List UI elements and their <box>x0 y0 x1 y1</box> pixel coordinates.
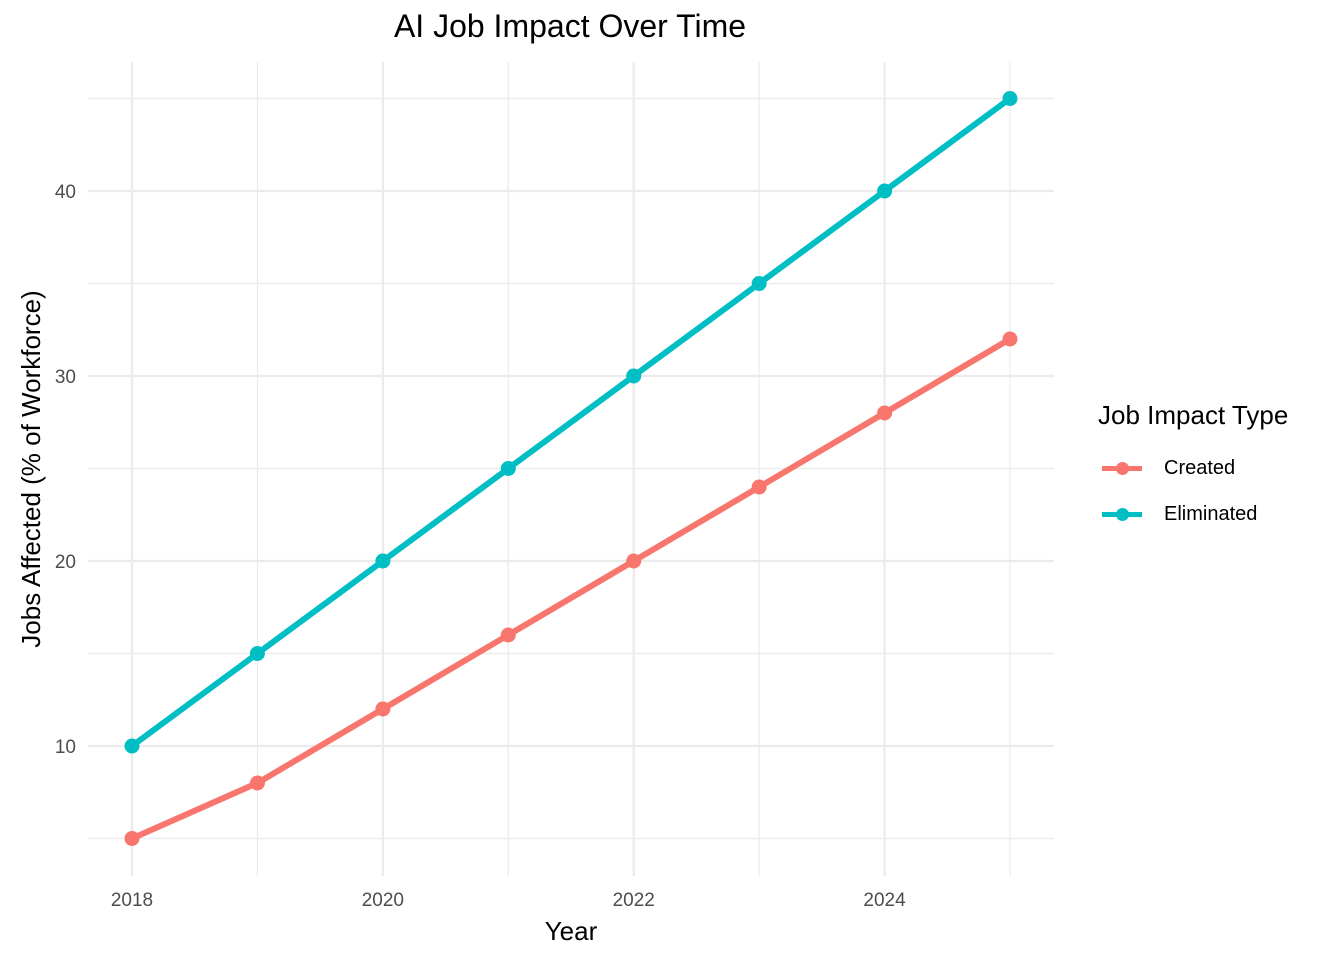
chart-title: AI Job Impact Over Time <box>393 8 747 44</box>
data-point <box>751 276 767 291</box>
y-tick-label: 40 <box>55 182 76 203</box>
data-point <box>375 553 391 569</box>
x-tick-label: 2022 <box>613 890 655 911</box>
data-point <box>124 738 140 754</box>
data-point <box>1002 331 1018 347</box>
legend: Job Impact Type Created Eliminated <box>1098 400 1288 537</box>
legend-label: Created <box>1164 456 1236 479</box>
data-point <box>626 368 642 384</box>
data-point <box>124 831 140 846</box>
legend-key-created-icon <box>1102 458 1142 478</box>
y-axis-title: Jobs Affected (% of Workforce) <box>16 290 46 647</box>
legend-item-created: Created <box>1098 445 1288 491</box>
data-point <box>375 701 391 717</box>
x-tick-label: 2018 <box>111 890 153 911</box>
series-created <box>124 331 1018 846</box>
data-point <box>751 479 767 495</box>
y-tick-label: 10 <box>55 737 76 758</box>
legend-title: Job Impact Type <box>1098 400 1289 430</box>
y-tick-label: 20 <box>55 552 76 573</box>
data-point <box>249 775 265 791</box>
data-point <box>500 627 516 643</box>
data-point <box>249 646 265 661</box>
legend-item-eliminated: Eliminated <box>1098 491 1288 537</box>
x-axis-title: Year <box>545 916 598 946</box>
data-point <box>500 461 516 476</box>
legend-label: Eliminated <box>1164 502 1258 525</box>
grid <box>88 62 1054 876</box>
series-eliminated <box>124 91 1018 754</box>
data-point <box>877 405 893 421</box>
data-point <box>1002 91 1018 106</box>
data-point <box>877 183 893 199</box>
x-tick-label: 2020 <box>362 890 404 911</box>
legend-key-eliminated-icon <box>1102 504 1142 524</box>
data-point <box>626 553 642 569</box>
x-tick-label: 2024 <box>863 890 906 911</box>
y-tick-label: 30 <box>55 367 76 388</box>
